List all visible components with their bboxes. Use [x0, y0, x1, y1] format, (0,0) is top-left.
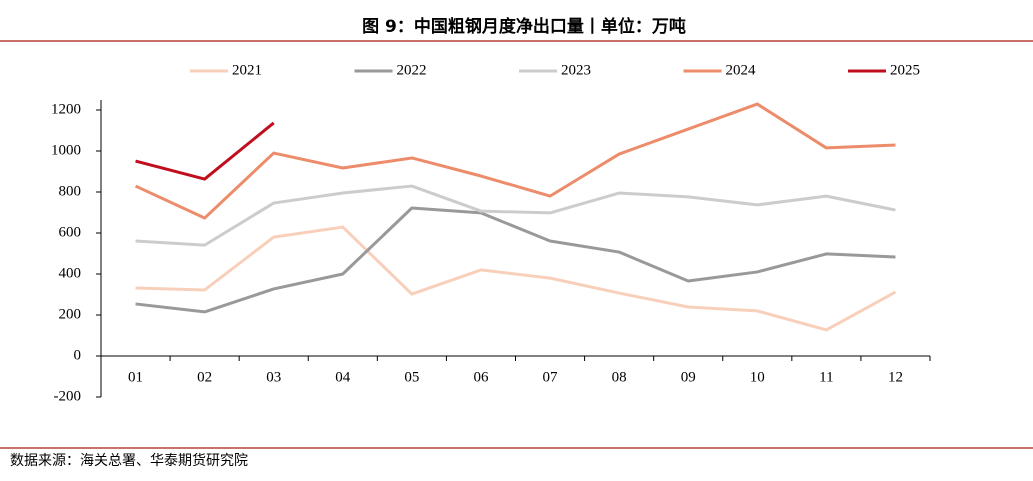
y-tick-label: 600 [59, 224, 82, 240]
y-tick-label: 800 [59, 183, 82, 199]
y-tick-label: -200 [54, 388, 82, 404]
x-tick-label: 09 [681, 369, 696, 385]
legend-label: 2022 [397, 62, 427, 78]
x-tick-label: 05 [404, 369, 419, 385]
y-tick-label: 1000 [51, 142, 81, 158]
legend-label: 2023 [561, 62, 591, 78]
y-tick-label: 400 [59, 265, 82, 281]
x-tick-label: 02 [197, 369, 212, 385]
legend-label: 2024 [726, 62, 757, 78]
series-line [135, 225, 897, 332]
series-line [135, 121, 275, 181]
y-tick-label: 0 [74, 347, 82, 363]
x-tick-label: 08 [612, 369, 627, 385]
chart-title: 图 9：中国粗钢月度净出口量丨单位：万吨 [362, 16, 686, 37]
x-tick-label: 11 [819, 369, 833, 385]
legend-label: 2021 [232, 62, 262, 78]
series-line [135, 184, 896, 247]
x-tick-label: 01 [128, 369, 143, 385]
x-tick-label: 06 [473, 369, 489, 385]
x-tick-label: 10 [750, 369, 765, 385]
x-tick-label: 04 [335, 369, 351, 385]
y-tick-label: 1200 [51, 101, 81, 117]
x-tick-label: 07 [543, 369, 559, 385]
y-tick-label: 200 [59, 306, 82, 322]
legend-label: 2025 [890, 62, 920, 78]
x-tick-label: 12 [888, 369, 903, 385]
series-line [134, 102, 896, 220]
x-tick-label: 03 [266, 369, 281, 385]
series-line [135, 206, 896, 314]
source-note: 数据来源：海关总署、华泰期货研究院 [10, 452, 248, 469]
